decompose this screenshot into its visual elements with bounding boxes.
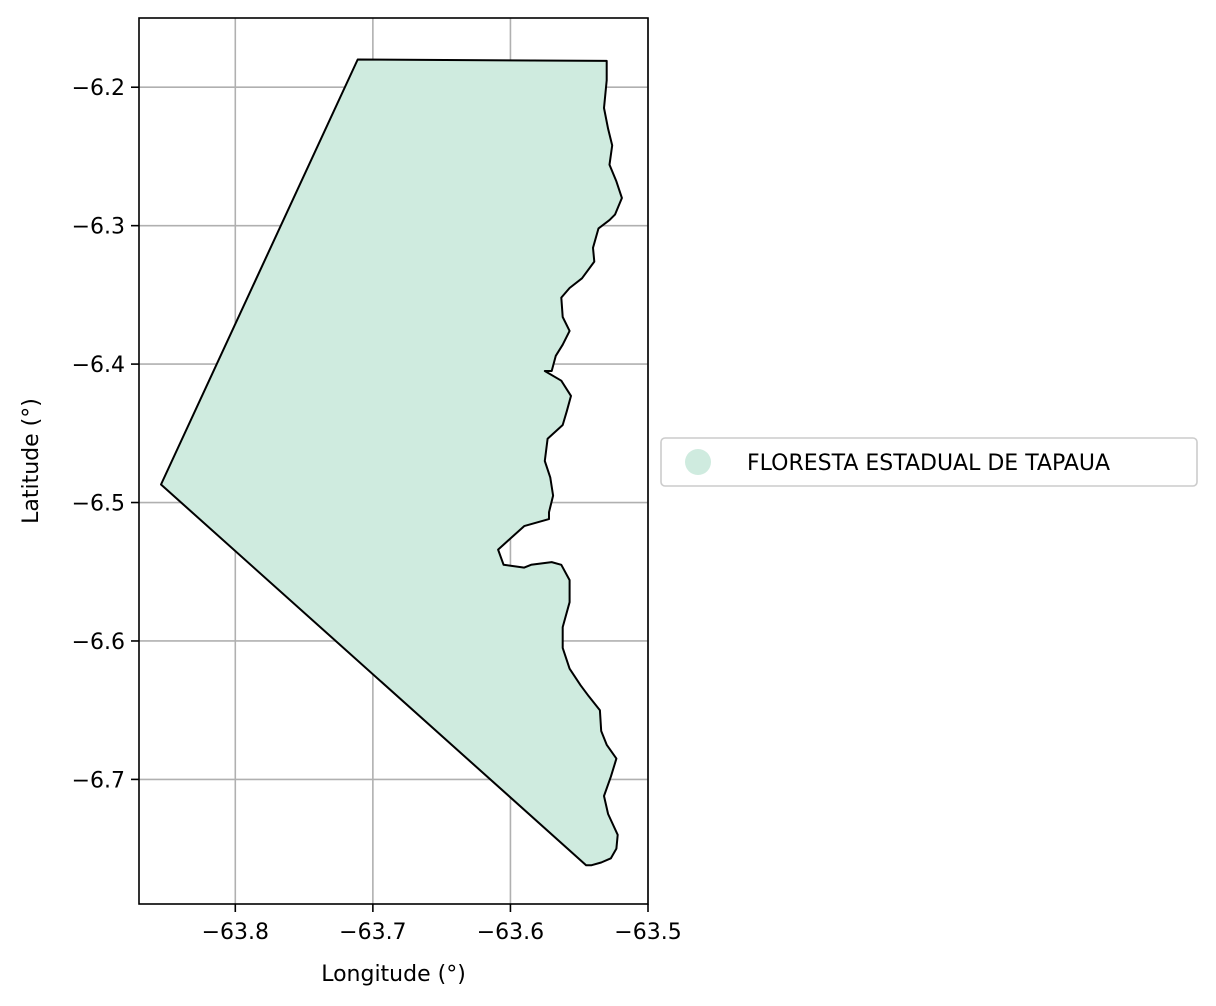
y-tick-label: −6.3 [72, 215, 125, 240]
y-tick-label: −6.2 [72, 76, 125, 101]
x-tick-label: −63.8 [202, 920, 269, 945]
y-tick-label: −6.4 [72, 353, 125, 378]
x-tick-label: −63.6 [477, 920, 544, 945]
x-axis-label: Longitude (°) [321, 962, 466, 987]
region-polygon [160, 58, 623, 867]
y-tick-label: −6.6 [72, 630, 125, 655]
legend-frame [660, 437, 1198, 487]
regions-layer [160, 58, 623, 867]
y-tick-label: −6.7 [72, 768, 125, 793]
legend: FLORESTA ESTADUAL DE TAPAUA [660, 437, 1198, 487]
legend-entry-label: FLORESTA ESTADUAL DE TAPAUA [747, 451, 1110, 476]
legend-marker [685, 449, 711, 475]
plot-frame [138, 17, 649, 905]
y-tick-label: −6.5 [72, 492, 125, 517]
x-axis-ticks: −63.8 −63.7 −63.6 −63.5 [202, 904, 682, 945]
y-axis-label: Latitude (°) [19, 398, 44, 524]
x-tick-label: −63.5 [614, 920, 681, 945]
y-axis-ticks: −6.2 −6.3 −6.4 −6.5 −6.6 −6.7 [72, 76, 139, 793]
x-tick-label: −63.7 [339, 920, 406, 945]
